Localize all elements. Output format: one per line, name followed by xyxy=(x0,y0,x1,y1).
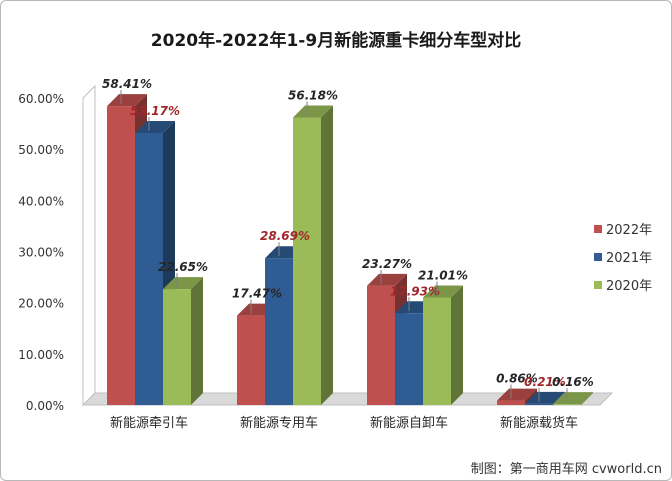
data-label: 0.16% xyxy=(552,375,594,389)
bar xyxy=(525,403,553,405)
bar xyxy=(107,106,135,405)
bar xyxy=(553,404,581,405)
data-label: 0.21% xyxy=(524,375,566,389)
y-tick-label: 60.00% xyxy=(18,92,64,106)
bar-side xyxy=(581,392,593,405)
chart-side-wall xyxy=(82,84,96,407)
data-label: 56.18% xyxy=(288,89,338,103)
data-label: 28.69% xyxy=(260,229,310,243)
legend-swatch xyxy=(594,281,602,289)
chart-credit: 制图：第一商用车网 cvworld.cn xyxy=(470,462,662,477)
legend-label: 2022年 xyxy=(606,223,652,238)
bar-top xyxy=(293,105,333,118)
bar-top xyxy=(525,391,565,404)
legend-label: 2021年 xyxy=(606,251,652,266)
bar-side xyxy=(321,105,333,406)
data-label: 17.47% xyxy=(232,287,282,301)
data-label: 58.41% xyxy=(102,77,152,91)
bar-top xyxy=(163,277,203,290)
data-label: 53.17% xyxy=(130,104,180,118)
bar-top xyxy=(553,392,593,405)
bar xyxy=(265,258,293,405)
bar-top xyxy=(107,94,147,107)
y-tick-label: 10.00% xyxy=(18,348,64,362)
y-tick-label: 20.00% xyxy=(18,297,64,311)
data-label: 21.01% xyxy=(418,268,468,282)
legend-label: 2020年 xyxy=(606,279,652,294)
data-label: 23.27% xyxy=(362,257,412,271)
x-category-label: 新能源专用车 xyxy=(240,415,318,431)
bar xyxy=(423,297,451,405)
data-label: 22.65% xyxy=(158,260,208,274)
x-category-label: 新能源载货车 xyxy=(500,415,578,431)
x-category-label: 新能源自卸车 xyxy=(370,415,448,431)
bar-side xyxy=(191,277,203,405)
bar xyxy=(163,289,191,405)
bar-side xyxy=(525,388,537,405)
bar-top xyxy=(497,388,537,401)
y-tick-label: 0.00% xyxy=(26,399,64,413)
y-tick-label: 50.00% xyxy=(18,143,64,157)
x-category-label: 新能源牵引车 xyxy=(110,415,188,431)
bar-top xyxy=(367,273,407,286)
data-label: 17.93% xyxy=(390,284,440,298)
bar-top xyxy=(135,120,175,133)
legend-swatch xyxy=(594,253,602,261)
bar xyxy=(497,400,525,405)
y-tick-label: 30.00% xyxy=(18,246,64,260)
bar xyxy=(237,315,265,405)
bar xyxy=(395,313,423,405)
data-label: 0.86% xyxy=(496,372,538,386)
chart-title: 2020年-2022年1-9月新能源重卡细分车型对比 xyxy=(150,31,522,51)
legend-swatch xyxy=(594,225,602,233)
bar-side xyxy=(451,285,463,405)
bar xyxy=(135,132,163,405)
y-tick-label: 40.00% xyxy=(18,194,64,208)
bar-top xyxy=(423,285,463,298)
bar xyxy=(293,117,321,406)
bar xyxy=(367,285,395,405)
